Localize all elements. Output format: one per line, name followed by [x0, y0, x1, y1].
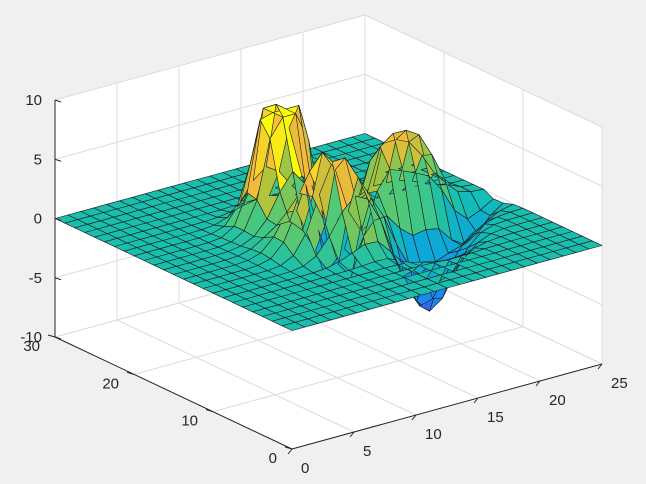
gridline-z-back	[54, 14, 366, 101]
floor-plane	[55, 252, 602, 449]
x-tick-label: 0	[301, 460, 309, 477]
gridline-y-floor	[133, 288, 445, 375]
z-tick-label: 0	[34, 211, 42, 228]
y-tick-labels: 0 10 20 30	[23, 338, 277, 467]
z-tick-mark	[54, 336, 62, 340]
z-tick-mark	[54, 277, 62, 281]
z-tick-label: 5	[34, 151, 42, 168]
z-tick-mark	[54, 218, 62, 221]
x-tick-mark	[535, 380, 541, 387]
x-tick-mark	[349, 431, 355, 438]
x-tick-mark	[411, 414, 417, 421]
y-tick-mark	[47, 334, 56, 338]
gridline-z-back	[54, 73, 366, 160]
z-tick-mark	[54, 99, 62, 103]
axes-front	[47, 99, 603, 455]
x-tick-label: 15	[487, 409, 504, 426]
x-tick-label: 20	[549, 392, 566, 409]
gridline-z-side	[364, 73, 603, 187]
y-tick-mark	[205, 409, 214, 413]
z-tick-labels: -10 -5 0 5 10	[20, 92, 42, 346]
x-tick-label: 5	[363, 443, 371, 460]
z-tick-label: -10	[20, 329, 42, 346]
x-tick-mark	[597, 363, 603, 370]
gridline-x-floor	[178, 302, 417, 416]
x-tick-labels: 0 5 10 15 20 25	[301, 375, 628, 477]
x-tick-label: 10	[425, 426, 442, 443]
y-tick-label: 0	[269, 450, 277, 467]
y-axis-line	[54, 336, 293, 450]
axes-back-planes	[54, 14, 603, 450]
y-tick-label: 30	[23, 338, 40, 355]
z-tick-label: -5	[29, 270, 42, 287]
y-tick-mark	[284, 446, 293, 450]
x-tick-mark	[473, 397, 479, 404]
surface-face	[578, 240, 603, 250]
gridline-z-side	[364, 14, 603, 128]
x-tick-label: 25	[611, 375, 628, 392]
surface-mesh	[54, 104, 603, 331]
gridline-y-floor	[212, 326, 524, 413]
gridline-x-floor	[116, 319, 355, 433]
x-axis-line	[291, 363, 603, 450]
z-tick-label: 10	[25, 92, 42, 109]
x-tick-mark	[287, 448, 293, 455]
y-tick-label: 10	[181, 413, 198, 430]
y-tick-mark	[126, 371, 135, 375]
z-tick-mark	[54, 158, 62, 162]
y-tick-label: 20	[102, 375, 119, 392]
